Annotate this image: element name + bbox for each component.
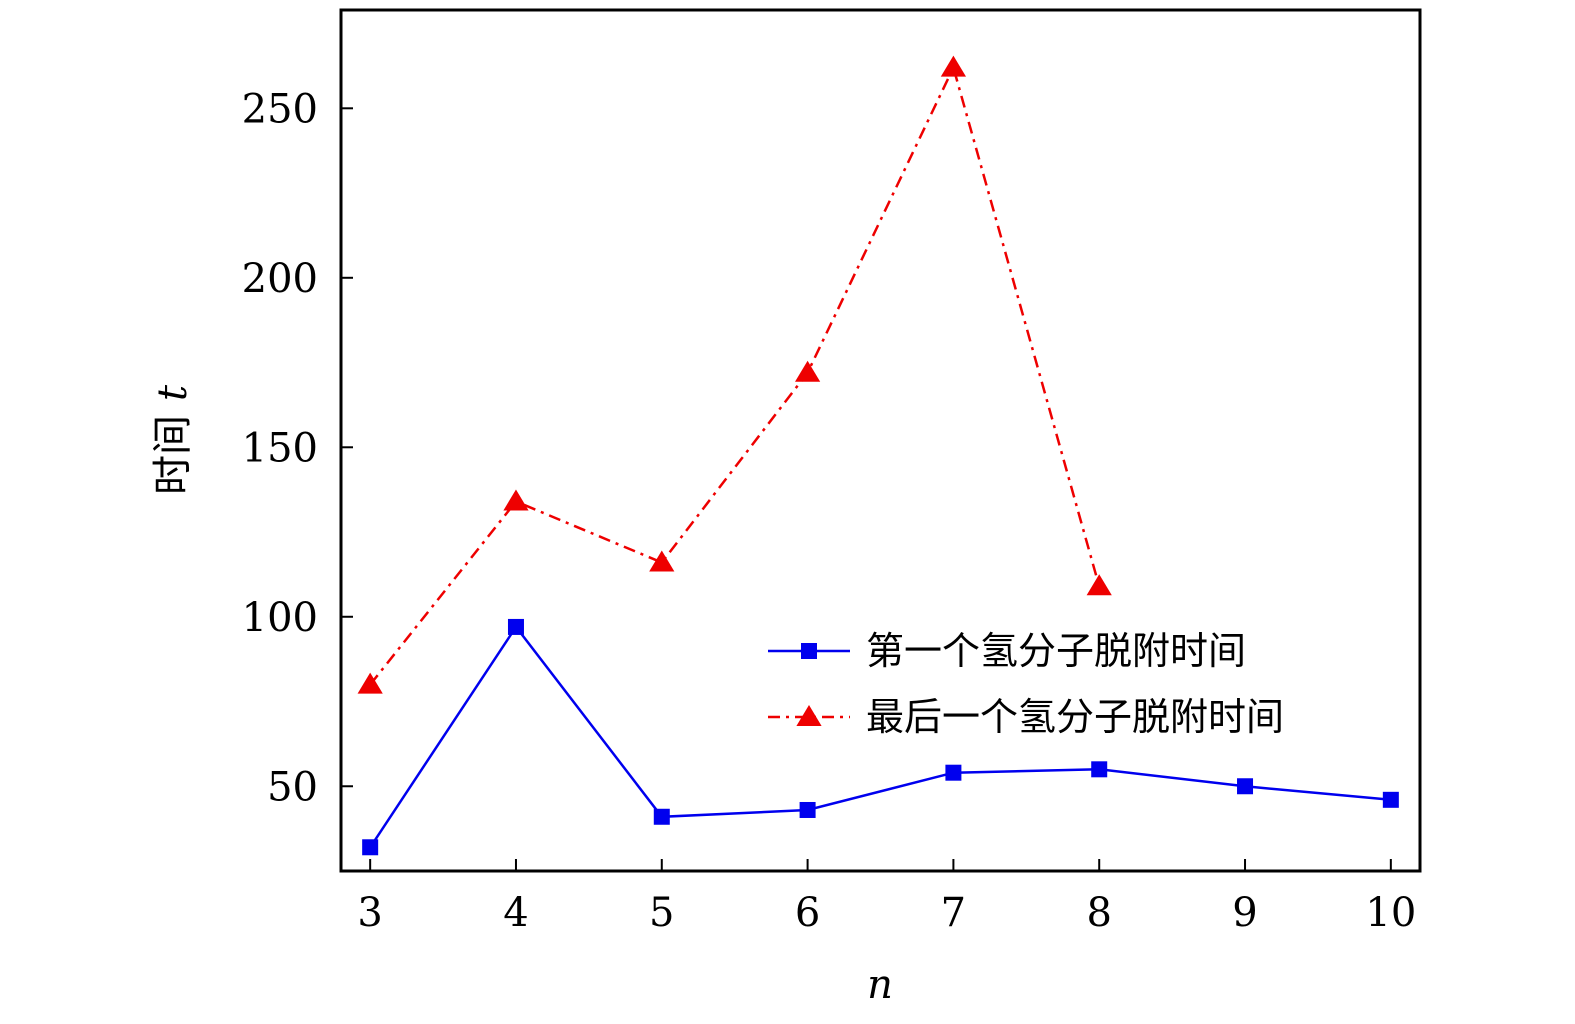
x-tick-label: 5 [649, 890, 674, 936]
x-tick-label: 8 [1086, 890, 1111, 936]
data-point-series-0 [1237, 778, 1254, 795]
ticks-layer: 3 4 5 6 7 8 9 10 50 100 150 200 250 [242, 86, 1417, 936]
x-tick-label: 3 [357, 890, 382, 936]
data-point-series-0 [945, 764, 962, 781]
y-tick-label: 50 [267, 764, 318, 810]
plot-frame [339, 8, 1422, 873]
series-line-1 [369, 64, 1101, 686]
data-point-series-1 [649, 550, 675, 572]
data-point-series-0 [653, 808, 670, 825]
legend-marker-series-0 [801, 643, 817, 659]
x-tick-label: 10 [1365, 890, 1416, 936]
x-tick-label: 6 [795, 890, 820, 936]
y-tick-label: 150 [242, 425, 318, 471]
y-axis-title-prefix: 时间 [150, 415, 196, 495]
x-tick-label: 9 [1232, 890, 1257, 936]
legend-label-series-1: 最后一个氢分子脱附时间 [866, 695, 1284, 739]
legend: 第一个氢分子脱附时间 最后一个氢分子脱附时间 [768, 629, 1284, 739]
data-point-series-0 [1091, 761, 1108, 778]
y-tick-label: 250 [242, 86, 318, 132]
data-point-series-0 [1382, 791, 1399, 808]
legend-marker-series-1 [796, 705, 822, 726]
data-point-series-0 [507, 618, 524, 635]
data-point-series-1 [503, 489, 529, 511]
x-tick-label: 4 [503, 890, 528, 936]
y-axis-title: 时间 t [150, 384, 196, 495]
data-point-series-1 [1086, 574, 1112, 596]
x-tick-label: 7 [941, 890, 966, 936]
data-point-series-0 [362, 839, 379, 856]
x-axis-title: n [867, 962, 893, 1008]
series-line-0 [369, 624, 1391, 848]
y-tick-label: 200 [242, 256, 318, 302]
y-axis-title-variable: t [150, 384, 196, 401]
data-point-series-0 [799, 801, 816, 818]
data-point-series-1 [940, 55, 967, 77]
legend-label-series-0: 第一个氢分子脱附时间 [866, 629, 1246, 673]
series-layer [357, 55, 1399, 856]
y-tick-label: 100 [242, 595, 318, 641]
data-point-series-1 [794, 360, 821, 382]
data-point-series-1 [357, 672, 383, 694]
